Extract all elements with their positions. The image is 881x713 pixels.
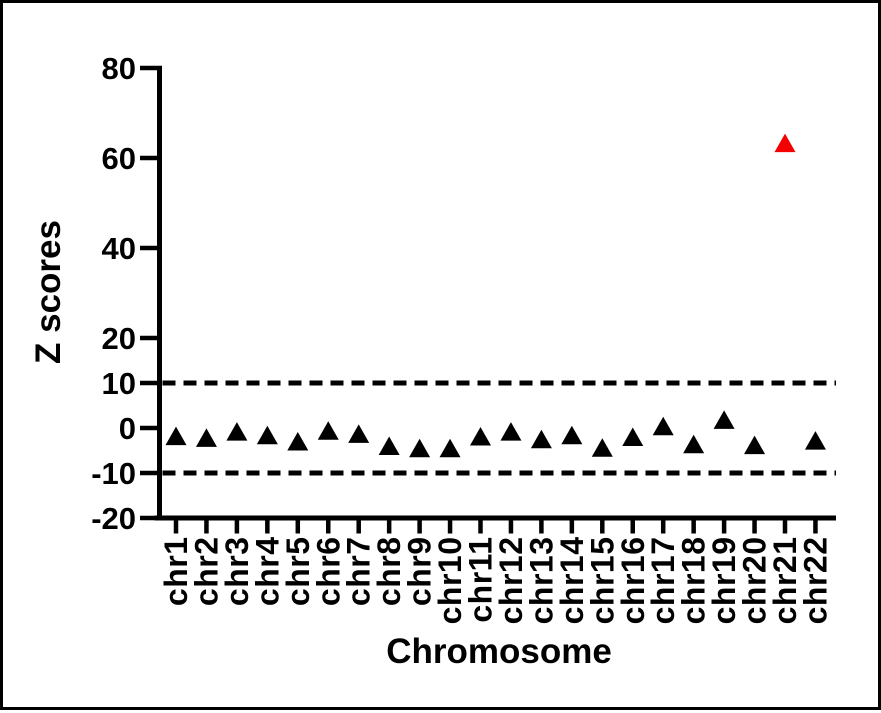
data-point-chr20 xyxy=(744,435,766,455)
data-point-chr22 xyxy=(804,431,826,450)
data-point-chr13 xyxy=(530,429,552,449)
x-tick-label: chr14 xyxy=(554,537,590,625)
x-tick xyxy=(295,520,301,534)
x-tick-label: chr17 xyxy=(645,537,681,625)
y-tick-label: 80 xyxy=(102,51,136,86)
x-tick xyxy=(539,520,544,534)
x-tick-label: chr6 xyxy=(310,537,346,607)
x-tick xyxy=(782,520,788,534)
x-tick-label: chr13 xyxy=(523,537,559,625)
y-tick-label: 40 xyxy=(102,231,136,266)
x-tick-label: chr9 xyxy=(402,537,438,607)
x-tick-label: chr16 xyxy=(615,537,651,625)
y-tick-label: 60 xyxy=(102,141,136,176)
x-tick xyxy=(508,520,514,534)
x-tick xyxy=(234,520,240,534)
data-point-chr15 xyxy=(591,438,613,457)
y-tick xyxy=(140,470,162,476)
x-tick-label: chr19 xyxy=(706,537,742,625)
x-tick xyxy=(600,520,605,534)
x-tick-label: chr15 xyxy=(584,537,620,625)
data-point-chr10 xyxy=(439,438,461,458)
y-tick xyxy=(140,380,162,386)
x-tick-label: chr20 xyxy=(737,537,773,625)
x-tick xyxy=(660,520,666,534)
x-axis-line xyxy=(154,515,836,521)
x-tick xyxy=(630,520,635,534)
data-point-chr21 xyxy=(774,133,796,153)
x-tick-label: chr12 xyxy=(493,537,529,625)
y-tick-label: -10 xyxy=(91,456,136,491)
data-point-chr6 xyxy=(317,421,339,440)
data-point-chr18 xyxy=(683,434,705,454)
data-point-chr1 xyxy=(165,426,187,446)
data-point-chr9 xyxy=(409,438,431,458)
x-tick-label: chr2 xyxy=(188,537,224,607)
data-point-chr2 xyxy=(195,428,217,447)
y-tick xyxy=(140,335,162,341)
x-tick xyxy=(265,520,270,534)
y-tick-label: 10 xyxy=(102,366,136,401)
y-tick xyxy=(140,515,162,521)
y-axis-line xyxy=(157,66,162,521)
y-tick-label: 20 xyxy=(102,321,136,356)
x-tick-label: chr4 xyxy=(249,537,285,607)
x-tick xyxy=(813,520,818,534)
data-point-chr16 xyxy=(622,427,644,446)
x-tick-label: chr5 xyxy=(280,537,316,607)
x-tick xyxy=(173,520,179,534)
y-tick xyxy=(140,155,162,161)
x-tick xyxy=(356,520,361,534)
y-tick xyxy=(140,65,162,71)
y-tick-label: 0 xyxy=(119,411,136,446)
x-tick-label: chr22 xyxy=(797,537,833,625)
data-point-chr3 xyxy=(226,422,248,441)
data-point-chr14 xyxy=(561,425,583,445)
data-point-chr17 xyxy=(652,416,674,436)
data-point-chr8 xyxy=(378,436,400,455)
x-tick-label: chr7 xyxy=(341,537,377,607)
x-tick xyxy=(478,520,483,534)
x-tick-label: chr1 xyxy=(158,537,194,607)
x-tick-label: chr21 xyxy=(767,537,803,625)
x-tick xyxy=(417,520,422,534)
x-tick xyxy=(204,520,209,534)
x-tick-label: chr8 xyxy=(371,537,407,607)
x-tick xyxy=(447,520,453,534)
x-tick xyxy=(691,520,696,534)
x-tick xyxy=(386,520,392,534)
x-axis-title: Chromosome xyxy=(386,632,612,671)
data-point-chr4 xyxy=(256,425,278,445)
x-tick xyxy=(569,520,575,534)
data-point-chr11 xyxy=(470,427,491,446)
y-axis-title: Z scores xyxy=(29,220,68,364)
x-tick-label: chr10 xyxy=(432,537,468,625)
y-tick xyxy=(140,245,162,251)
x-tick xyxy=(752,520,757,534)
y-tick-label: -20 xyxy=(91,501,136,536)
x-tick xyxy=(326,520,331,534)
data-point-chr5 xyxy=(287,432,309,451)
data-point-chr19 xyxy=(713,410,735,429)
x-tick-label: chr3 xyxy=(219,537,255,607)
x-tick-label: chr18 xyxy=(676,537,712,625)
data-point-chr7 xyxy=(348,424,370,443)
y-tick xyxy=(140,425,162,431)
data-point-chr12 xyxy=(500,422,522,441)
chart-canvas: 80604020100-10-20chr1chr2chr3chr4chr5chr… xyxy=(91,51,836,625)
x-tick-label: chr11 xyxy=(463,537,499,623)
x-tick xyxy=(721,520,727,534)
